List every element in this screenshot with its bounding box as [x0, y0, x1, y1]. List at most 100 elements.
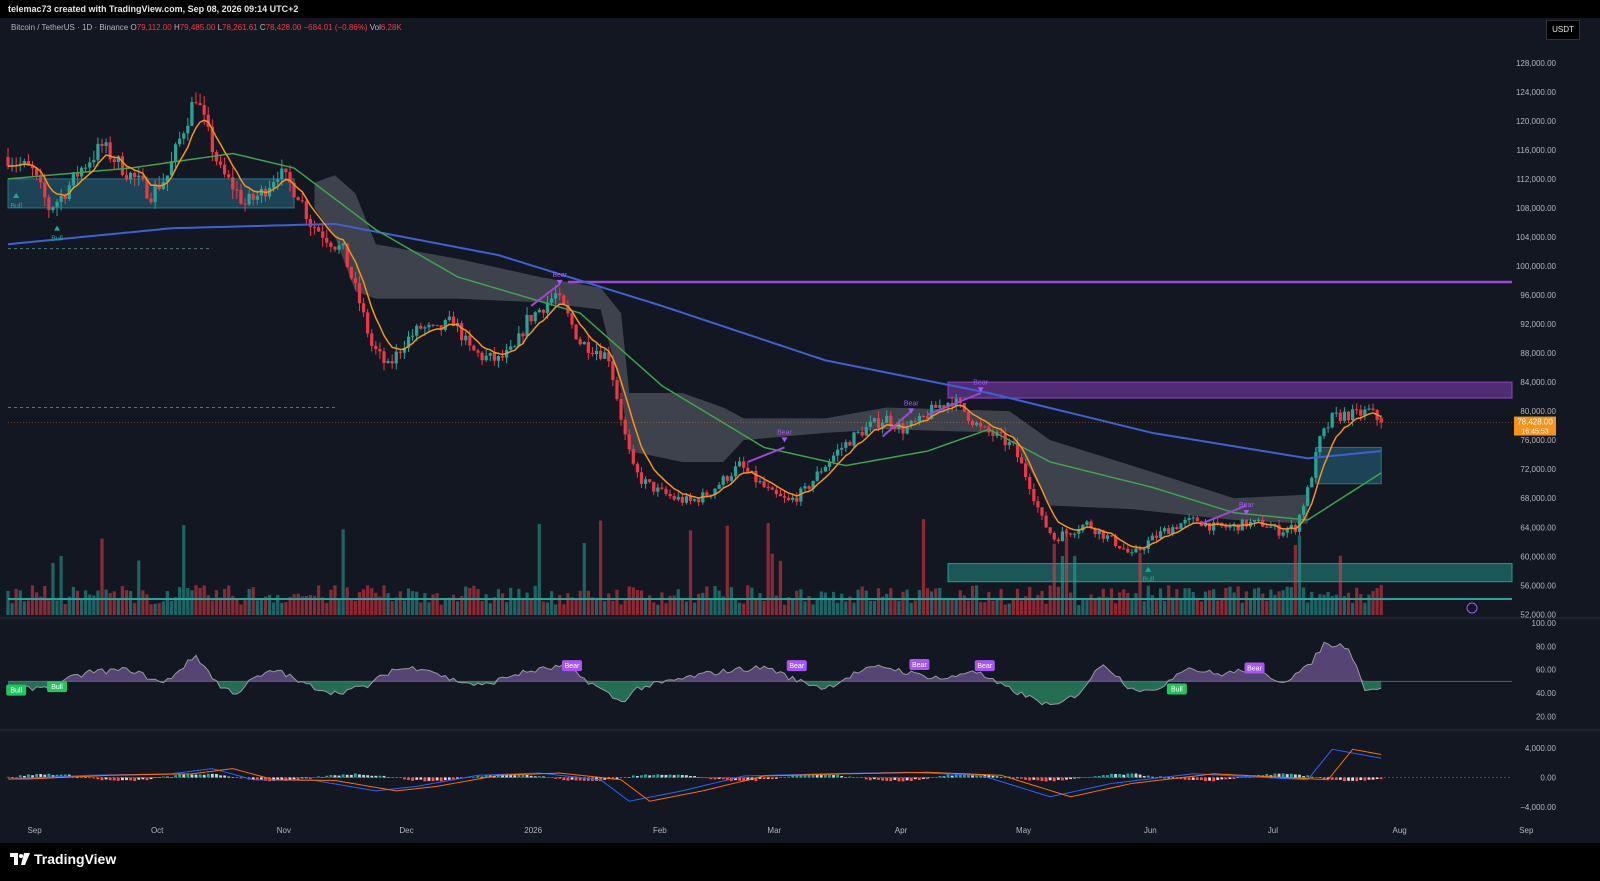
candle-body [1216, 522, 1220, 524]
macd-hist-bar [129, 777, 133, 781]
macd-hist-bar [979, 774, 983, 778]
volume-bar [26, 600, 31, 615]
candle-body [1142, 548, 1146, 551]
macd-hist-bar [1044, 777, 1048, 782]
volume-bar [925, 588, 930, 615]
low-value: 78,261.61 [222, 23, 258, 32]
candle-body [251, 193, 255, 200]
price-tick-5: 108,000.00 [1516, 204, 1557, 213]
candle-body [198, 103, 202, 106]
macd-hist-bar [501, 774, 504, 778]
volume-bar [337, 599, 341, 615]
candle-body [1081, 524, 1085, 531]
top-banner: telemac73 created with TradingView.com, … [0, 0, 1600, 18]
macd-hist-bar [873, 777, 876, 780]
candle-body [913, 420, 917, 422]
volume-bar [145, 594, 149, 615]
macd-hist-bar [1302, 776, 1305, 778]
price-tick-19: 52,000.00 [1520, 610, 1556, 619]
candle-body [676, 496, 680, 500]
volume-bar [758, 593, 762, 615]
candle-body [570, 313, 574, 325]
candle-body [1044, 515, 1048, 528]
candle-body [1187, 518, 1191, 520]
volume-bar [124, 590, 129, 615]
volume-bar [635, 590, 639, 615]
volume-bar [312, 595, 317, 615]
candle-body [1163, 528, 1167, 532]
volume-bar [1261, 593, 1265, 615]
macd-hist-bar [80, 777, 83, 778]
chart-canvas[interactable]: Bull Bull Bear Bear Bear Bear Bear Bull 128,000.… [0, 18, 1600, 843]
volume-bar [1040, 590, 1044, 615]
volume-bar [631, 587, 635, 615]
macd-hist-bar [905, 777, 909, 781]
volume-bar [455, 601, 460, 615]
candle-body [145, 178, 149, 199]
candle-body [742, 461, 746, 468]
oscillator-label-bg-0 [6, 684, 27, 696]
currency-selector[interactable]: USDT [1546, 20, 1580, 40]
candle-body [509, 346, 513, 350]
macd-hist-bar [104, 777, 108, 780]
price-tick-16: 64,000.00 [1520, 523, 1556, 532]
chart-frame[interactable]: Bull Bull Bear Bear Bear Bear Bear Bull 128,000.… [0, 18, 1600, 843]
candle-body [243, 203, 247, 205]
macd-hist-bar [525, 774, 529, 778]
candle-body [1322, 428, 1326, 437]
volume-bar [84, 590, 88, 615]
volume-bar [746, 585, 750, 615]
macd-hist-bar [758, 777, 762, 779]
macd-hist-bar [55, 774, 59, 778]
volume-bar [263, 596, 268, 615]
macd-hist-bar [358, 774, 361, 778]
macd-hist-bar [791, 775, 795, 778]
candle-body [746, 467, 750, 472]
volume-bar [668, 595, 672, 615]
oscillator-label-bull-0: Bull [10, 688, 22, 695]
volume-bar [787, 597, 791, 615]
volume-bar [1122, 589, 1126, 615]
macd-hist-bar [1359, 777, 1363, 781]
candle-body [599, 350, 603, 359]
candle-body [517, 333, 521, 347]
macd-hist-bar [509, 774, 513, 778]
macd-hist-bar [1142, 775, 1146, 778]
candle-body [1265, 526, 1269, 528]
macd-hist-bar [1179, 777, 1183, 780]
candle-body [1032, 488, 1036, 502]
candle-body [476, 350, 480, 353]
signal-label-bull-7: Bull [1142, 577, 1154, 584]
candle-body [574, 324, 578, 340]
symbol-name[interactable]: Bitcoin / TetherUS · 1D · Binance [11, 23, 129, 32]
macd-hist-bar [1061, 777, 1064, 781]
candle-body [374, 345, 378, 349]
macd-hist-bar [975, 774, 979, 778]
volume-bar [218, 597, 223, 615]
macd-hist-bar [550, 777, 553, 778]
macd-hist-bar [570, 777, 574, 780]
time-tick-8: May [1016, 826, 1031, 835]
oscillator-line [7, 641, 1382, 706]
volume-bar [411, 591, 415, 615]
volume-bar [909, 602, 913, 615]
tradingview-brand: TradingView [34, 851, 117, 867]
volume-bar [1158, 588, 1163, 615]
volume-bar [1118, 592, 1122, 615]
candle-body [1158, 531, 1163, 538]
candle-body [901, 423, 905, 434]
macd-hist-bar [296, 777, 300, 780]
macd-hist-bar [288, 777, 292, 780]
volume-bar [533, 585, 537, 615]
candle-body [259, 188, 263, 196]
volume-bar [1236, 586, 1240, 615]
volume-bar [1036, 595, 1040, 615]
macd-hist-bar [186, 774, 190, 778]
candle-body [1040, 507, 1044, 516]
volume-bar [680, 598, 684, 615]
oscillator-label-bear-2: Bear [565, 663, 580, 670]
volume-bar [1011, 599, 1015, 615]
volume-bar [517, 588, 521, 615]
tradingview-logo[interactable]: TradingView [10, 851, 116, 867]
price-tick-14: 72,000.00 [1520, 465, 1556, 474]
